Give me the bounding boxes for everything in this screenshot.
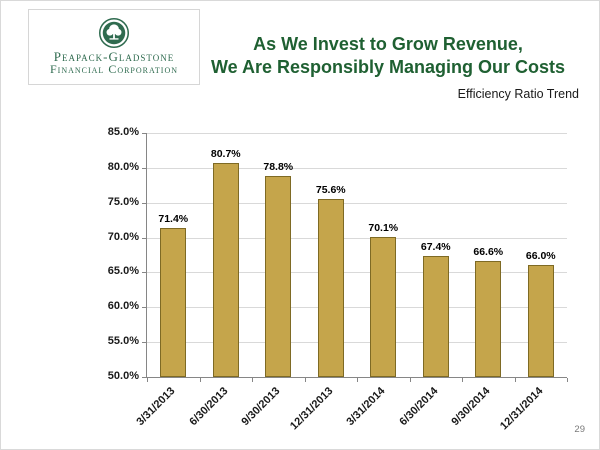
x-axis-tick	[304, 378, 306, 382]
y-axis-label: 75.0%	[107, 195, 139, 208]
bar-value-label: 67.4%	[420, 240, 451, 253]
y-axis-label: 60.0%	[107, 300, 139, 313]
x-axis-tick	[409, 378, 411, 382]
y-axis-label: 80.0%	[107, 160, 139, 173]
tree-seal-icon	[99, 17, 129, 48]
company-logo: Peapack-Gladstone Financial Corporation	[28, 9, 200, 85]
x-axis-tick	[199, 378, 201, 382]
gridline	[147, 342, 567, 344]
x-axis-tick	[462, 378, 463, 382]
y-axis-tick	[142, 237, 147, 239]
slide-title: As We Invest to Grow Revenue, We Are Res…	[193, 33, 583, 80]
slide-title-line2: We Are Responsibly Managing Our Costs	[210, 57, 566, 78]
bar	[317, 198, 344, 377]
plot-area: 85.0% 80.0% 75.0% 70.0% 65.0% 60.0% 55.0% 50.0%…	[108, 126, 568, 432]
y-axis-label: 65.0%	[107, 265, 139, 278]
y-axis-label: 85.0%	[107, 126, 139, 138]
x-axis-tick	[147, 378, 148, 382]
x-axis-tick	[357, 378, 358, 382]
gridline	[147, 133, 567, 134]
y-axis-tick	[142, 167, 147, 169]
y-axis-tick	[142, 377, 147, 378]
y-axis-label: 50.0%	[107, 370, 139, 382]
y-axis-tick	[142, 202, 147, 204]
y-axis-tick	[142, 272, 147, 274]
logo-org-name-line1: Peapack-Gladstone	[53, 48, 175, 64]
bar-value-label: 75.6%	[315, 183, 346, 196]
gridline	[147, 202, 567, 204]
x-axis-tick	[567, 378, 568, 382]
bar-value-label: 71.4%	[158, 212, 189, 225]
y-axis-tick	[142, 133, 147, 134]
bar-value-label: 80.7%	[210, 147, 241, 160]
y-axis-tick	[142, 342, 147, 344]
bar-value-label: 66.6%	[473, 246, 504, 259]
bar	[370, 236, 397, 377]
y-axis-tick	[142, 307, 147, 309]
bar	[265, 176, 292, 377]
slide-title-line1: As We Invest to Grow Revenue,	[253, 34, 523, 54]
x-axis-tick	[252, 378, 253, 382]
efficiency-ratio-chart: 85.0% 80.0% 75.0% 70.0% 65.0% 60.0% 55.0% 50.0%…	[84, 126, 584, 443]
y-axis-label: 70.0%	[107, 230, 139, 243]
bar-value-label: 78.8%	[263, 161, 294, 174]
bar	[160, 227, 187, 377]
gridline	[147, 167, 567, 169]
bar	[527, 265, 554, 377]
gridline	[147, 307, 567, 309]
bar	[212, 162, 239, 377]
bar-value-label: 66.0%	[525, 250, 556, 263]
y-axis-label: 55.0%	[107, 335, 139, 348]
bar	[422, 255, 449, 377]
x-axis-label: 12/31/2014	[497, 385, 546, 433]
page-number: 29	[574, 424, 585, 435]
logo-org-name-line2: Financial Corporation	[49, 62, 178, 77]
gridline	[147, 272, 567, 274]
gridline	[147, 237, 567, 239]
chart-subtitle: Efficiency Ratio Trend	[457, 87, 579, 101]
bar	[475, 261, 502, 377]
x-axis-tick	[514, 378, 516, 382]
bar-value-label: 70.1%	[368, 221, 399, 234]
